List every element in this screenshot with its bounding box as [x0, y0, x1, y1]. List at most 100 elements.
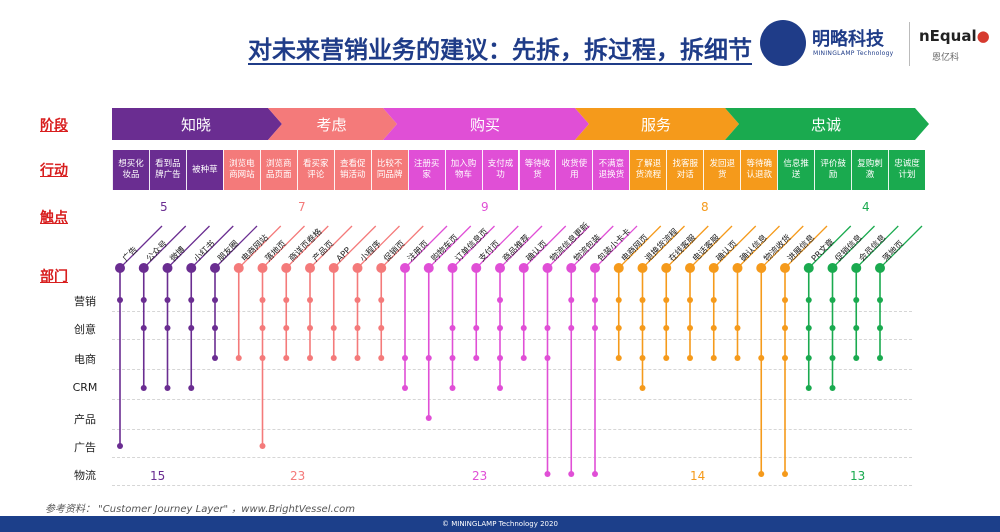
dept-dot — [425, 415, 432, 421]
dept-dot — [354, 297, 361, 303]
touch-node — [613, 263, 624, 273]
touch-slant — [262, 225, 305, 269]
touch-node — [233, 263, 244, 273]
action-cell: 查看促销活动 — [333, 150, 371, 190]
dept-dot — [615, 297, 622, 303]
dept-dot — [402, 385, 408, 391]
logo-divider — [909, 22, 910, 66]
dept-dot — [663, 297, 670, 303]
touch-slant — [499, 225, 543, 269]
dept-dot — [259, 355, 266, 361]
dept-dot — [805, 385, 812, 391]
touch-node — [708, 263, 719, 273]
touch-count: 4 — [862, 200, 870, 214]
touch-node — [803, 263, 814, 273]
touch-slant — [784, 225, 828, 269]
dept-dot — [710, 355, 717, 361]
touch-node — [352, 263, 363, 273]
touch-count: 5 — [160, 200, 168, 214]
touch-node — [685, 263, 695, 273]
dept-dot — [164, 385, 171, 391]
action-cell: 收货使用 — [555, 150, 593, 190]
stage-arrow — [575, 108, 739, 140]
stage-arrows: 知晓 考虑 购买 服务 忠诚 — [112, 108, 929, 140]
nequal-logo-cn: 恩亿科 — [932, 53, 960, 63]
dept-gridline — [112, 369, 912, 370]
action-cell: 注册买家 — [407, 150, 445, 190]
touchpoint-label: 小程序 — [358, 238, 384, 264]
dept-dot — [330, 325, 337, 331]
touch-slant — [143, 225, 187, 269]
stage-label: 购买 — [470, 116, 500, 134]
action-cell: 看到品牌广告 — [148, 150, 186, 190]
touch-slant — [238, 225, 282, 269]
touch-slant — [452, 225, 495, 269]
touch-slant — [475, 225, 519, 269]
touch-slant — [689, 225, 733, 269]
row-label-stage: 阶段 — [40, 118, 68, 134]
dept-dot — [663, 325, 670, 331]
touch-node — [400, 263, 410, 273]
dept-dot — [259, 297, 266, 303]
dept-dot — [782, 325, 788, 331]
touch-slant — [357, 225, 400, 269]
touch-node — [756, 263, 767, 273]
touch-node — [210, 263, 220, 273]
touch-node — [851, 263, 862, 273]
dept-dot — [544, 355, 551, 361]
touch-node — [257, 263, 268, 273]
dept-dot — [307, 355, 313, 361]
stage-arrow — [725, 108, 929, 140]
dept-dot — [853, 325, 860, 331]
dept-dot — [473, 355, 480, 361]
dept-dot — [639, 385, 646, 391]
dept-dot — [687, 325, 693, 331]
touch-node — [423, 263, 434, 273]
touch-slant — [309, 225, 353, 269]
dept-dot — [639, 297, 646, 303]
action-cell: 被种草 — [185, 150, 223, 190]
dept-dot — [568, 325, 575, 331]
touch-slant — [642, 225, 685, 269]
dept-dot — [734, 325, 741, 331]
dept-dot — [544, 471, 551, 477]
dept-dot — [307, 325, 313, 331]
touch-slant — [760, 225, 804, 269]
row-label-dept: 部门 — [40, 269, 68, 285]
page-title: 对未来营销业务的建议：先拆，拆过程，拆细节 — [248, 36, 752, 64]
dept-count: 23 — [290, 469, 306, 483]
touch-slant — [404, 225, 448, 269]
touch-slant — [713, 225, 757, 269]
touch-node — [732, 263, 743, 273]
copyright-text: © MININGLAMP Technology 2020 — [442, 520, 558, 528]
dept-dot — [212, 325, 218, 331]
touch-slant — [285, 225, 329, 269]
touch-slant — [618, 225, 662, 269]
dept-dot — [734, 355, 741, 361]
dept-dot — [449, 385, 456, 391]
dept-dot — [615, 325, 622, 331]
touch-slant — [832, 225, 875, 269]
dept-dot — [140, 297, 147, 303]
action-cell: 想买化妆品 — [112, 150, 149, 190]
touch-slant — [190, 225, 234, 269]
nequal-dot-icon: ● — [976, 27, 990, 45]
dept-dot — [330, 355, 337, 361]
dept-gridline — [112, 429, 912, 430]
dept-dot — [354, 355, 361, 361]
dept-dot — [782, 471, 788, 477]
dept-dot — [235, 355, 242, 361]
touch-slant — [167, 225, 210, 269]
action-cell: 加入购物车 — [444, 150, 482, 190]
dept-dot — [710, 325, 717, 331]
touch-node — [875, 263, 885, 273]
dept-dot — [497, 325, 503, 331]
dept-dot — [805, 355, 812, 361]
touch-slant — [665, 225, 709, 269]
dept-dot — [592, 471, 598, 477]
dept-dot — [592, 325, 598, 331]
dept-dot — [164, 297, 171, 303]
action-cell: 等待确认退款 — [740, 150, 778, 190]
dept-dot — [710, 297, 717, 303]
